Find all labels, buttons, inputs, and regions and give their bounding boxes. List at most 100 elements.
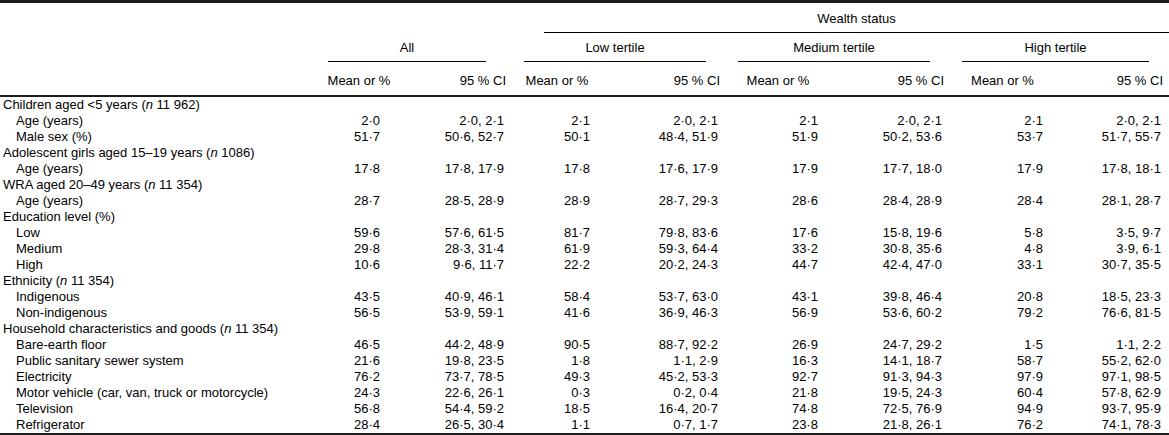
group-header-high-tertile: High tertile bbox=[950, 33, 1169, 62]
mean-cell: 53·7 bbox=[950, 129, 1055, 145]
ci-cell: 3·9, 6·1 bbox=[1055, 241, 1169, 257]
table-row: Motor vehicle (car, van, truck or motorc… bbox=[0, 385, 1169, 401]
ci-cell: 24·7, 29·2 bbox=[830, 337, 950, 353]
mean-cell: 0·3 bbox=[512, 385, 602, 401]
row-label: Motor vehicle (car, van, truck or motorc… bbox=[0, 385, 326, 401]
ci-cell: 39·8, 46·4 bbox=[830, 289, 950, 305]
subheader-ci-high: 95 % CI bbox=[1055, 62, 1169, 96]
mean-cell: 5·8 bbox=[950, 225, 1055, 241]
mean-cell: 60·4 bbox=[950, 385, 1055, 401]
mean-cell: 56·5 bbox=[326, 305, 392, 321]
group-header-all: All bbox=[326, 33, 512, 62]
mean-cell: 49·3 bbox=[512, 369, 602, 385]
ci-cell: 18·5, 23·3 bbox=[1055, 289, 1169, 305]
ci-cell: 1·1, 2·2 bbox=[1055, 337, 1169, 353]
mean-cell: 50·1 bbox=[512, 129, 602, 145]
mean-cell: 94·9 bbox=[950, 401, 1055, 417]
section-row: Education level (%) bbox=[0, 209, 1169, 225]
ci-cell: 53·6, 60·2 bbox=[830, 305, 950, 321]
ci-cell: 44·2, 48·9 bbox=[392, 337, 512, 353]
section-label: WRA aged 20–49 years (n 11 354) bbox=[0, 177, 326, 193]
mean-cell: 23·8 bbox=[726, 417, 830, 434]
wealth-status-header: Wealth status bbox=[512, 2, 1169, 34]
group-label-all: All bbox=[328, 40, 486, 62]
table-body: Children aged <5 years (n 11 962) Age (ye… bbox=[0, 96, 1169, 434]
ci-cell: 28·4, 28·9 bbox=[830, 193, 950, 209]
ci-cell: 73·7, 78·5 bbox=[392, 369, 512, 385]
mean-cell: 20·8 bbox=[950, 289, 1055, 305]
mean-cell: 22·2 bbox=[512, 257, 602, 273]
section-label: Ethnicity (n 11 354) bbox=[0, 273, 326, 289]
ci-cell: 19·8, 23·5 bbox=[392, 353, 512, 369]
header-spacer bbox=[0, 2, 326, 34]
mean-cell: 76·2 bbox=[950, 417, 1055, 434]
mean-cell: 81·7 bbox=[512, 225, 602, 241]
section-label: Adolescent girls aged 15–19 years (n 108… bbox=[0, 145, 326, 161]
subheader-ci-medium: 95 % CI bbox=[830, 62, 950, 96]
ci-cell: 19·5, 24·3 bbox=[830, 385, 950, 401]
table-row: Low59·657·6, 61·581·779·8, 83·617·615·8,… bbox=[0, 225, 1169, 241]
section-row: Children aged <5 years (n 11 962) bbox=[0, 96, 1169, 113]
ci-cell: 30·7, 35·5 bbox=[1055, 257, 1169, 273]
ci-cell: 51·7, 55·7 bbox=[1055, 129, 1169, 145]
mean-cell: 61·9 bbox=[512, 241, 602, 257]
mean-cell: 28·7 bbox=[326, 193, 392, 209]
mean-cell: 59·6 bbox=[326, 225, 392, 241]
empty-cells bbox=[326, 273, 1169, 289]
group-label-high-tertile: High tertile bbox=[962, 40, 1149, 62]
ci-cell: 0·2, 0·4 bbox=[602, 385, 726, 401]
mean-cell: 1·1 bbox=[512, 417, 602, 434]
mean-cell: 16·3 bbox=[726, 353, 830, 369]
row-label: Age (years) bbox=[0, 161, 326, 177]
group-label-low-tertile: Low tertile bbox=[524, 40, 706, 62]
ci-cell: 22·6, 26·1 bbox=[392, 385, 512, 401]
wealth-status-label: Wealth status bbox=[544, 11, 1169, 33]
row-label: Bare-earth floor bbox=[0, 337, 326, 353]
wealth-status-table: Wealth status All Low tertile Medium ter… bbox=[0, 0, 1169, 435]
header-spacer bbox=[0, 33, 326, 62]
ci-cell: 17·7, 18·0 bbox=[830, 161, 950, 177]
table-row: Male sex (%)51·750·6, 52·750·148·4, 51·9… bbox=[0, 129, 1169, 145]
ci-cell: 40·9, 46·1 bbox=[392, 289, 512, 305]
ci-cell: 28·3, 31·4 bbox=[392, 241, 512, 257]
subheader-mean-high: Mean or % bbox=[950, 62, 1055, 96]
mean-cell: 1·8 bbox=[512, 353, 602, 369]
ci-cell: 3·5, 9·7 bbox=[1055, 225, 1169, 241]
group-label-medium-tertile: Medium tertile bbox=[738, 40, 930, 62]
ci-cell: 91·3, 94·3 bbox=[830, 369, 950, 385]
paper-table-page: Wealth status All Low tertile Medium ter… bbox=[0, 0, 1169, 435]
mean-cell: 10·6 bbox=[326, 257, 392, 273]
row-label: Indigenous bbox=[0, 289, 326, 305]
empty-cells bbox=[326, 177, 1169, 193]
mean-cell: 44·7 bbox=[726, 257, 830, 273]
ci-cell: 1·1, 2·9 bbox=[602, 353, 726, 369]
mean-cell: 58·4 bbox=[512, 289, 602, 305]
ci-cell: 2·0, 2·1 bbox=[1055, 113, 1169, 129]
section-row: Adolescent girls aged 15–19 years (n 108… bbox=[0, 145, 1169, 161]
ci-cell: 50·6, 52·7 bbox=[392, 129, 512, 145]
ci-cell: 21·8, 26·1 bbox=[830, 417, 950, 434]
header-row-groups: All Low tertile Medium tertile High tert… bbox=[0, 33, 1169, 62]
mean-cell: 28·4 bbox=[326, 417, 392, 434]
row-label: Medium bbox=[0, 241, 326, 257]
ci-cell: 9·6, 11·7 bbox=[392, 257, 512, 273]
row-label: High bbox=[0, 257, 326, 273]
group-header-low-tertile: Low tertile bbox=[512, 33, 726, 62]
mean-cell: 1·5 bbox=[950, 337, 1055, 353]
table-row: Bare-earth floor46·544·2, 48·990·588·7, … bbox=[0, 337, 1169, 353]
mean-cell: 28·6 bbox=[726, 193, 830, 209]
ci-cell: 28·7, 29·3 bbox=[602, 193, 726, 209]
subheader-mean-low: Mean or % bbox=[512, 62, 602, 96]
mean-cell: 2·0 bbox=[326, 113, 392, 129]
mean-cell: 58·7 bbox=[950, 353, 1055, 369]
mean-cell: 92·7 bbox=[726, 369, 830, 385]
mean-cell: 17·9 bbox=[950, 161, 1055, 177]
section-row: Household characteristics and goods (n 1… bbox=[0, 321, 1169, 337]
row-label: Public sanitary sewer system bbox=[0, 353, 326, 369]
ci-cell: 57·8, 62·9 bbox=[1055, 385, 1169, 401]
mean-cell: 56·9 bbox=[726, 305, 830, 321]
mean-cell: 41·6 bbox=[512, 305, 602, 321]
row-label: Low bbox=[0, 225, 326, 241]
mean-cell: 4·8 bbox=[950, 241, 1055, 257]
ci-cell: 53·7, 63·0 bbox=[602, 289, 726, 305]
